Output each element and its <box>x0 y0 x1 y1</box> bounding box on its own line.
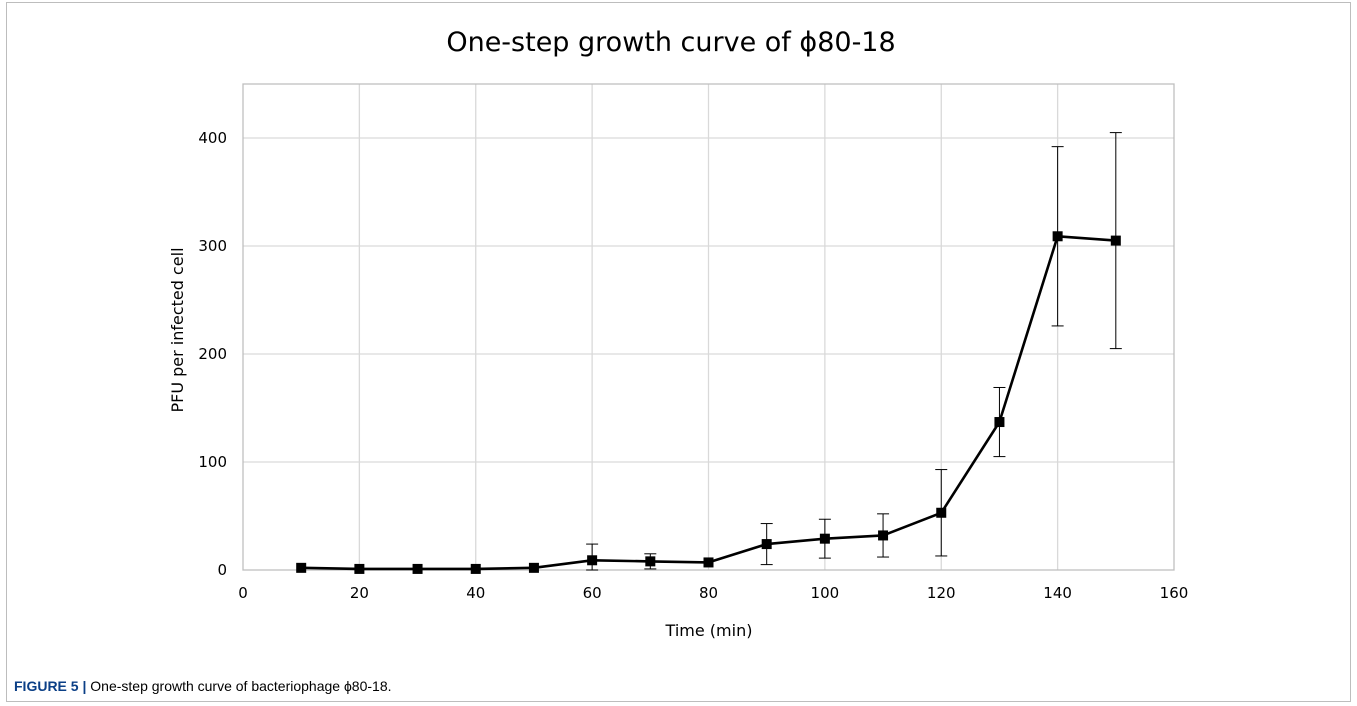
data-point-6 <box>645 556 655 566</box>
y-axis-title: PFU per infected cell <box>168 247 187 412</box>
data-point-8 <box>762 539 772 549</box>
data-point-3 <box>471 564 481 574</box>
figure-label: FIGURE 5 | <box>14 678 86 694</box>
data-point-10 <box>878 530 888 540</box>
data-point-2 <box>413 564 423 574</box>
figure-caption: FIGURE 5 | One-step growth curve of bact… <box>14 678 392 694</box>
data-point-4 <box>529 563 539 573</box>
x-tick-label-5: 100 <box>811 584 840 602</box>
grid-layer <box>243 84 1174 570</box>
x-tick-label-1: 20 <box>350 584 369 602</box>
chart-title: One-step growth curve of ϕ80-18 <box>446 27 895 58</box>
x-tick-label-0: 0 <box>238 584 248 602</box>
x-tick-label-6: 120 <box>927 584 956 602</box>
x-axis-title: Time (min) <box>665 621 753 640</box>
data-point-1 <box>354 564 364 574</box>
data-point-0 <box>296 563 306 573</box>
error-bars <box>586 133 1122 570</box>
data-point-9 <box>820 534 830 544</box>
data-point-14 <box>1111 236 1121 246</box>
y-tick-label-2: 200 <box>198 345 227 363</box>
tick-labels: 0 20 40 60 80 100 120 140 160 0 100 200 300 400 <box>198 129 1188 602</box>
data-point-5 <box>587 555 597 565</box>
data-point-7 <box>704 557 714 567</box>
x-tick-label-7: 140 <box>1043 584 1072 602</box>
x-tick-label-8: 160 <box>1160 584 1189 602</box>
y-tick-label-0: 0 <box>217 561 227 579</box>
data-point-13 <box>1053 231 1063 241</box>
y-tick-label-3: 300 <box>198 237 227 255</box>
data-point-12 <box>994 417 1004 427</box>
x-tick-label-4: 80 <box>699 584 718 602</box>
x-tick-label-2: 40 <box>466 584 485 602</box>
x-tick-label-3: 60 <box>583 584 602 602</box>
y-tick-label-1: 100 <box>198 453 227 471</box>
y-tick-label-4: 400 <box>198 129 227 147</box>
figure-caption-text: One-step growth curve of bacteriophage ϕ… <box>86 678 391 694</box>
data-point-11 <box>936 508 946 518</box>
